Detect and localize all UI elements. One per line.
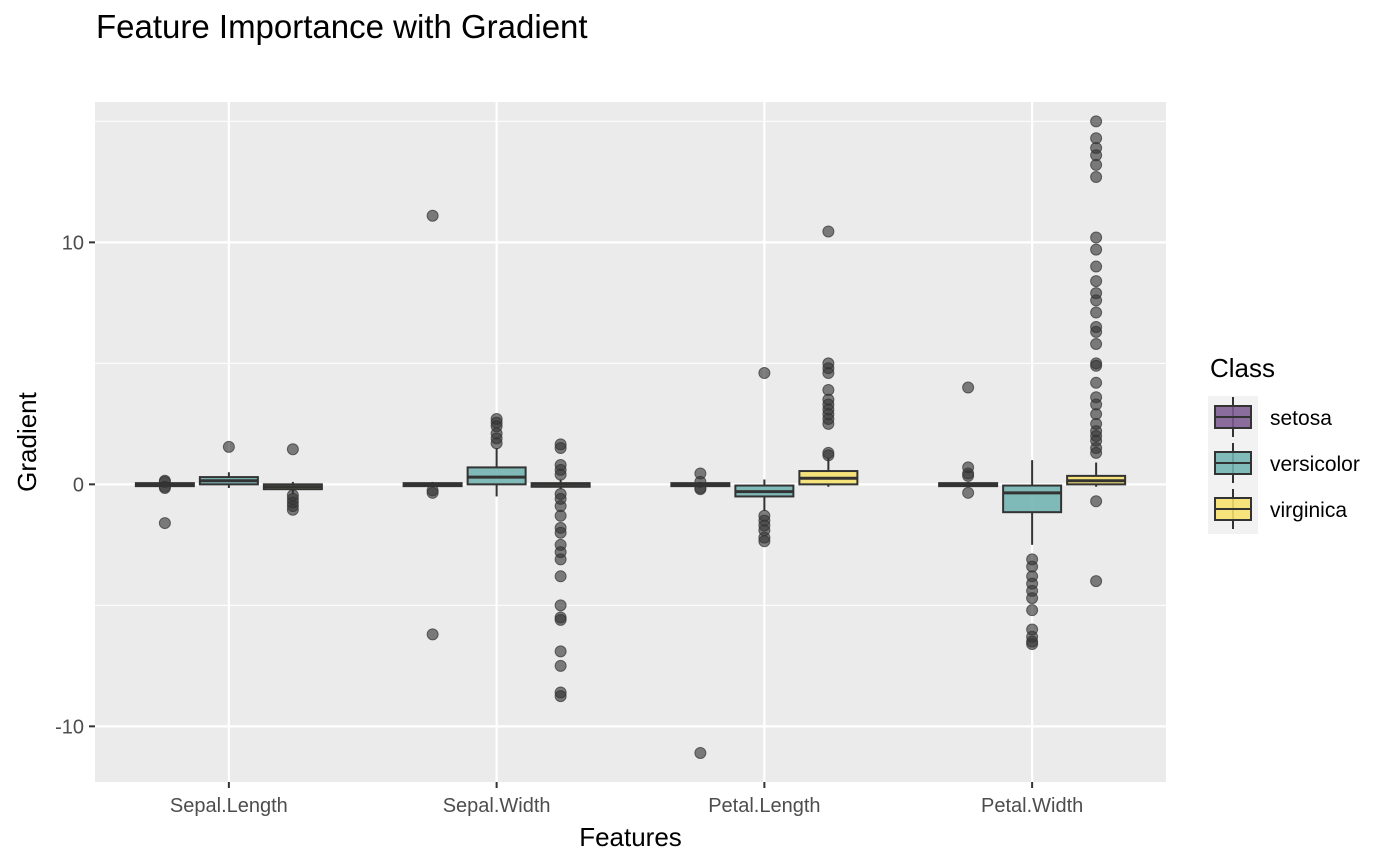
outlier-point: [222, 440, 235, 453]
outlier-point: [1090, 325, 1103, 338]
outlier-point: [1090, 575, 1103, 588]
outlier-point: [554, 645, 567, 658]
y-axis-title: Gradient: [12, 391, 42, 491]
outlier-point: [1090, 243, 1103, 256]
outlier-point: [554, 570, 567, 583]
outlier-point: [822, 449, 835, 462]
outlier-point: [1090, 376, 1103, 389]
y-tick-label: -10: [55, 716, 84, 738]
outlier-point: [554, 613, 567, 626]
outlier-point: [286, 503, 299, 516]
minor-gridlines: [95, 120, 1166, 606]
outlier-point: [554, 468, 567, 481]
outlier-point: [694, 746, 707, 759]
plot-background: [95, 102, 1166, 782]
outlier-point: [962, 469, 975, 482]
outlier-point: [694, 483, 707, 496]
major-gridlines: [95, 102, 1166, 782]
outlier-point: [426, 209, 439, 222]
outlier-point: [554, 509, 567, 522]
outlier-point: [1090, 275, 1103, 288]
outlier-points: [158, 115, 1103, 759]
box-versicolor: [1002, 484, 1063, 514]
x-axis: Sepal.Length Sepal.Width Petal.Length Petal…: [170, 782, 1083, 817]
outlier-point: [1090, 294, 1103, 307]
outlier-point: [1090, 337, 1103, 350]
outlier-point: [158, 481, 171, 494]
outlier-point: [554, 553, 567, 566]
outlier-point: [554, 442, 567, 455]
outlier-point: [158, 517, 171, 530]
outlier-point: [1090, 171, 1103, 184]
outlier-point: [758, 367, 771, 380]
outlier-point: [426, 628, 439, 641]
chart-title: Feature Importance with Gradient: [96, 8, 588, 45]
y-tick-label: 10: [62, 232, 84, 254]
outlier-point: [1090, 359, 1103, 372]
outlier-point: [962, 381, 975, 394]
outlier-point: [1090, 158, 1103, 171]
legend-label-virginica: virginica: [1270, 499, 1347, 522]
outlier-point: [822, 225, 835, 238]
x-tick-label: Sepal.Width: [443, 795, 551, 817]
outlier-point: [1026, 604, 1039, 617]
outlier-point: [1090, 495, 1103, 508]
outlier-point: [554, 599, 567, 612]
outlier-point: [554, 659, 567, 672]
outlier-point: [1090, 231, 1103, 244]
outlier-point: [1090, 115, 1103, 128]
x-tick-label: Petal.Width: [981, 795, 1083, 817]
outlier-point: [490, 413, 503, 426]
outlier-point: [1026, 638, 1039, 651]
outlier-point: [1090, 260, 1103, 273]
y-tick-label: 0: [73, 474, 84, 496]
outlier-point: [822, 367, 835, 380]
outlier-point: [286, 443, 299, 456]
outlier-point: [1090, 306, 1103, 319]
x-tick-label: Sepal.Length: [170, 795, 288, 817]
outlier-point: [554, 690, 567, 703]
x-tick-label: Petal.Length: [708, 795, 820, 817]
outlier-point: [1090, 446, 1103, 459]
outlier-point: [962, 486, 975, 499]
legend-label-setosa: setosa: [1270, 407, 1332, 430]
x-axis-title: Features: [579, 822, 682, 852]
outlier-point: [1026, 592, 1039, 605]
legend-title: Class: [1210, 353, 1275, 383]
outlier-point: [822, 417, 835, 430]
legend: Class setosa versicolor virginica: [1208, 353, 1360, 534]
outlier-point: [554, 526, 567, 539]
outlier-point: [758, 535, 771, 548]
legend-label-versicolor: versicolor: [1270, 453, 1360, 476]
y-axis: -10 0 10: [55, 232, 95, 738]
outlier-point: [426, 486, 439, 499]
